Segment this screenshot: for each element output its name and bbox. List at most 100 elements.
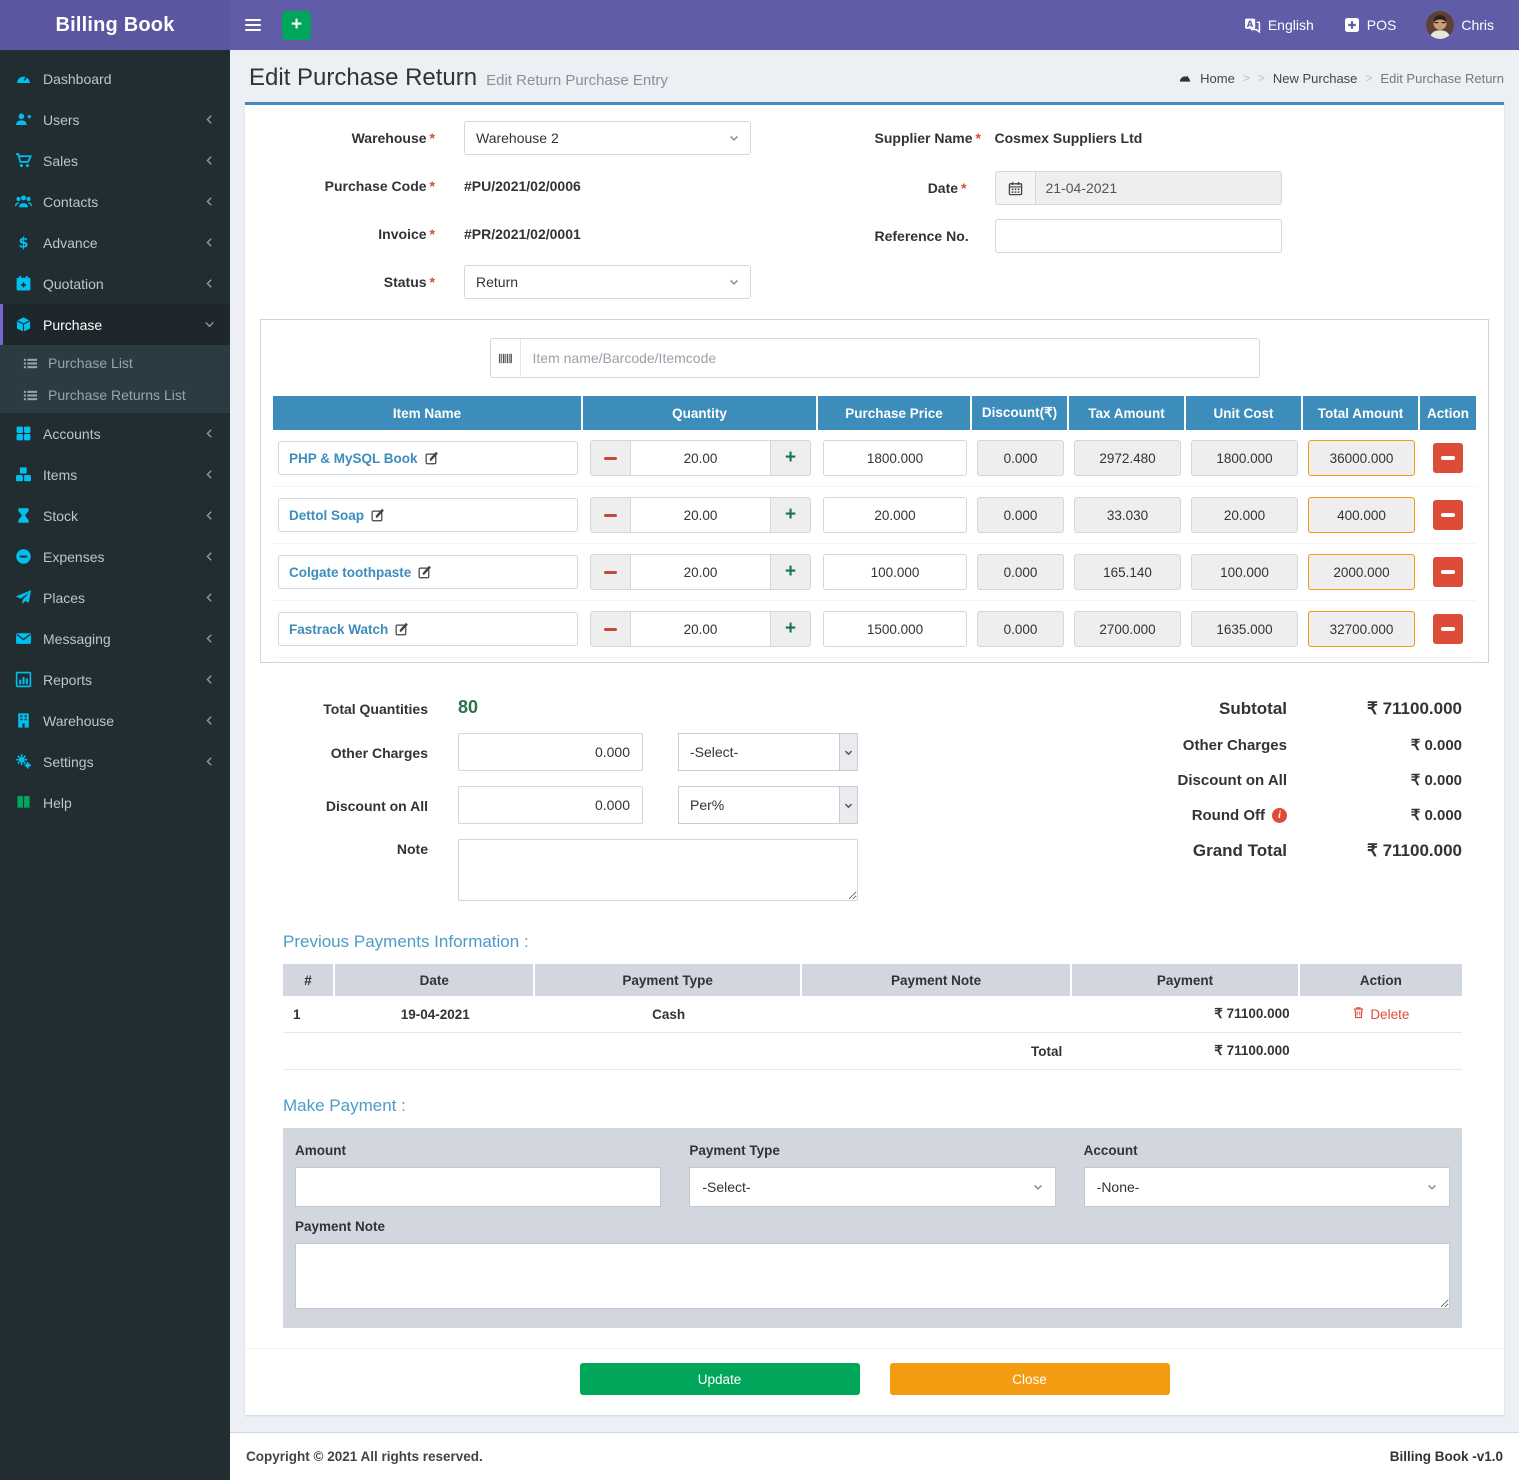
payments-table-header: #DatePayment TypePayment NotePaymentActi… xyxy=(283,964,1462,996)
sidebar-item-users[interactable]: Users xyxy=(0,99,230,140)
sidebar-item-sales[interactable]: Sales xyxy=(0,140,230,181)
sidebar-item-advance[interactable]: $Advance xyxy=(0,222,230,263)
info-icon[interactable]: i xyxy=(1272,808,1287,823)
column-header-unit-cost: Unit Cost xyxy=(1186,396,1303,430)
warehouse-select[interactable]: Warehouse 2 xyxy=(464,121,751,155)
remove-item-button[interactable] xyxy=(1433,500,1463,530)
calendar-icon[interactable] xyxy=(995,171,1035,205)
payment-type-select[interactable]: -Select- xyxy=(689,1167,1055,1207)
decrease-quantity-button[interactable] xyxy=(591,498,630,532)
messaging-icon xyxy=(15,630,32,647)
breadcrumb-item-home[interactable]: Home xyxy=(1200,71,1235,86)
unit-cost-value: 20.000 xyxy=(1191,497,1298,533)
pos-button[interactable]: POS xyxy=(1329,0,1412,50)
sidebar-item-warehouse[interactable]: Warehouse xyxy=(0,700,230,741)
increase-quantity-button[interactable]: + xyxy=(771,498,810,532)
remove-item-button[interactable] xyxy=(1433,557,1463,587)
decrease-quantity-button[interactable] xyxy=(591,555,630,589)
item-name-link[interactable]: PHP & MySQL Book xyxy=(289,451,418,466)
item-name-link[interactable]: Colgate toothpaste xyxy=(289,565,411,580)
discount-value: 0.000 xyxy=(977,497,1064,533)
column-header-tax-amount: Tax Amount xyxy=(1069,396,1186,430)
minus-icon xyxy=(1441,513,1455,517)
sidebar-item-label: Purchase xyxy=(43,317,102,333)
remove-item-button[interactable] xyxy=(1433,614,1463,644)
app-logo[interactable]: Billing Book xyxy=(0,0,230,50)
edit-item-icon[interactable] xyxy=(418,565,432,579)
tax-amount-value: 2972.480 xyxy=(1074,440,1181,476)
purchase-price-input[interactable] xyxy=(823,440,967,476)
sidebar-subitem-purchase-returns-list[interactable]: Purchase Returns List xyxy=(0,379,230,411)
discount-on-all-label: Discount on All xyxy=(265,796,458,814)
amount-input[interactable] xyxy=(295,1167,661,1207)
quick-add-button[interactable]: + xyxy=(282,11,311,40)
purchase-price-input[interactable] xyxy=(823,497,967,533)
chevron-left-icon xyxy=(204,469,215,480)
sidebar-submenu: Purchase ListPurchase Returns List xyxy=(0,345,230,413)
edit-item-icon[interactable] xyxy=(371,508,385,522)
sidebar-item-settings[interactable]: Settings xyxy=(0,741,230,782)
purchase-price-input[interactable] xyxy=(823,554,967,590)
edit-item-icon[interactable] xyxy=(395,622,409,636)
sidebar-item-accounts[interactable]: Accounts xyxy=(0,413,230,454)
reference-no-input[interactable] xyxy=(995,219,1282,253)
quantity-input[interactable] xyxy=(630,612,771,646)
version-text: Billing Book -v1.0 xyxy=(1390,1449,1503,1464)
update-button[interactable]: Update xyxy=(580,1363,860,1395)
date-input[interactable] xyxy=(1035,171,1282,205)
sidebar-item-purchase[interactable]: Purchase xyxy=(0,304,230,345)
sidebar-subitem-purchase-list[interactable]: Purchase List xyxy=(0,347,230,379)
sidebar-item-label: Advance xyxy=(43,235,97,251)
sidebar-toggle-button[interactable] xyxy=(230,0,276,50)
quantity-input[interactable] xyxy=(630,555,771,589)
item-search-input[interactable] xyxy=(521,338,1260,378)
expenses-icon xyxy=(15,548,32,565)
sidebar-item-messaging[interactable]: Messaging xyxy=(0,618,230,659)
sidebar-item-dashboard[interactable]: Dashboard xyxy=(0,58,230,99)
column-header-discount: Discount(₹) xyxy=(972,396,1069,430)
payment-note-textarea[interactable] xyxy=(295,1243,1450,1309)
sidebar-item-help[interactable]: Help xyxy=(0,782,230,823)
other-charges-select[interactable]: -Select- xyxy=(678,733,858,771)
item-name-link[interactable]: Dettol Soap xyxy=(289,508,364,523)
invoice-label: Invoice* xyxy=(245,226,464,242)
quantity-stepper: + xyxy=(590,611,811,647)
payment-row: 119-04-2021Cash₹ 71100.000Delete xyxy=(283,996,1462,1033)
copyright-text: Copyright © 2021 All rights reserved. xyxy=(246,1449,483,1464)
content-header: Edit Purchase Return Edit Return Purchas… xyxy=(230,50,1519,96)
sidebar-item-reports[interactable]: Reports xyxy=(0,659,230,700)
increase-quantity-button[interactable]: + xyxy=(771,555,810,589)
sidebar-item-items[interactable]: Items xyxy=(0,454,230,495)
language-menu[interactable]: A English xyxy=(1229,0,1329,50)
summary-label-text: Other Charges xyxy=(1183,737,1287,754)
sidebar-item-expenses[interactable]: Expenses xyxy=(0,536,230,577)
sidebar-item-stock[interactable]: Stock xyxy=(0,495,230,536)
edit-item-icon[interactable] xyxy=(425,451,439,465)
account-select[interactable]: -None- xyxy=(1084,1167,1450,1207)
user-menu[interactable]: Chris xyxy=(1411,0,1509,50)
breadcrumb-separator: > xyxy=(1258,71,1265,85)
item-name-link[interactable]: Fastrack Watch xyxy=(289,622,388,637)
sidebar-item-quotation[interactable]: Quotation xyxy=(0,263,230,304)
note-textarea[interactable] xyxy=(458,839,858,901)
sidebar-item-contacts[interactable]: Contacts xyxy=(0,181,230,222)
decrease-quantity-button[interactable] xyxy=(591,612,630,646)
breadcrumb-item-new-purchase[interactable]: New Purchase xyxy=(1273,71,1358,86)
decrease-quantity-button[interactable] xyxy=(591,441,630,475)
item-row: Dettol Soap+0.00033.03020.000400.000 xyxy=(273,487,1476,544)
discount-on-all-input[interactable] xyxy=(458,786,643,824)
quantity-input[interactable] xyxy=(630,441,771,475)
purchase-price-input[interactable] xyxy=(823,611,967,647)
quantity-input[interactable] xyxy=(630,498,771,532)
status-select[interactable]: Return xyxy=(464,265,751,299)
increase-quantity-button[interactable]: + xyxy=(771,441,810,475)
other-charges-input[interactable] xyxy=(458,733,643,771)
item-name-box: Colgate toothpaste xyxy=(278,555,578,589)
sidebar-item-places[interactable]: Places xyxy=(0,577,230,618)
totals-section: Total Quantities 80 Other Charges -Selec… xyxy=(245,683,1504,916)
remove-item-button[interactable] xyxy=(1433,443,1463,473)
close-button[interactable]: Close xyxy=(890,1363,1170,1395)
discount-type-select[interactable]: Per% xyxy=(678,786,858,824)
increase-quantity-button[interactable]: + xyxy=(771,612,810,646)
delete-payment-button[interactable]: Delete xyxy=(1352,1006,1409,1022)
